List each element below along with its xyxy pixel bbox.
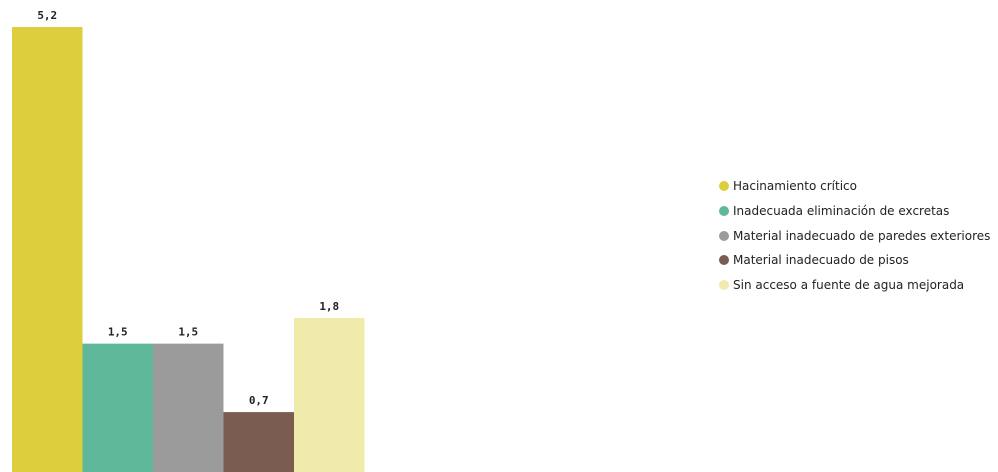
bar-value-label: 1,5 [178,326,198,339]
bar-value-label: 1,8 [319,300,339,313]
legend-item-paredes[interactable]: Material inadecuado de paredes exteriore… [719,226,990,245]
bar-value-label: 1,5 [108,326,128,339]
legend-label: Sin acceso a fuente de agua mejorada [733,278,965,293]
legend-item-pisos[interactable]: Material inadecuado de pisos [719,251,990,270]
bar-3[interactable] [223,412,295,472]
legend-item-hacinamiento[interactable]: Hacinamiento crítico [719,177,990,196]
bars-group [12,27,365,472]
legend: Hacinamiento crítico Inadecuada eliminac… [719,177,990,300]
legend-swatch-icon [719,206,729,217]
legend-swatch-icon [719,230,729,241]
legend-label: Material inadecuado de paredes exteriore… [733,228,991,243]
legend-swatch-icon [719,280,729,291]
data-labels-group: 5,2 1,5 1,5 0,7 1,8 [37,9,339,407]
legend-item-agua[interactable]: Sin acceso a fuente de agua mejorada [719,276,990,295]
bar-value-label: 5,2 [37,9,57,22]
legend-label: Material inadecuado de pisos [733,253,909,268]
legend-swatch-icon [719,181,729,192]
bar-1[interactable] [82,343,154,472]
legend-label: Hacinamiento crítico [733,179,857,194]
bar-2[interactable] [153,343,224,472]
legend-label: Inadecuada eliminación de excretas [733,204,950,219]
legend-swatch-icon [719,255,729,266]
bar-0[interactable] [12,27,83,472]
bar-value-label: 0,7 [249,394,269,407]
legend-item-excretas[interactable]: Inadecuada eliminación de excretas [719,202,990,221]
bar-4[interactable] [294,317,365,472]
